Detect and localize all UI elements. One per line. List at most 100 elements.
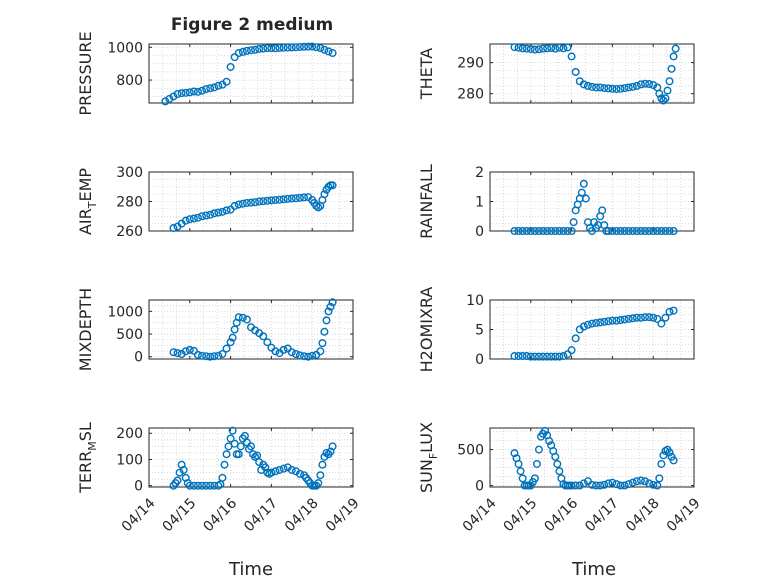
data-point (641, 226, 650, 235)
data-point (604, 226, 613, 235)
data-point (222, 344, 231, 353)
data-point (598, 206, 607, 215)
figure-title: Figure 2 medium (171, 15, 333, 35)
data-point (620, 481, 629, 490)
data-point (596, 318, 605, 327)
data-point (628, 82, 637, 91)
data-point (251, 45, 260, 54)
data-point (616, 481, 625, 490)
data-point (541, 426, 550, 435)
data-point (596, 83, 605, 92)
data-point (567, 52, 576, 61)
data-point (314, 479, 323, 488)
data-point (510, 43, 519, 52)
y-tick-label: 2 (475, 165, 484, 181)
data-point (661, 226, 670, 235)
data-point (198, 351, 207, 360)
data-point (649, 313, 658, 322)
data-point (571, 334, 580, 343)
data-point (312, 43, 321, 52)
y-tick-label: 1 (475, 195, 484, 211)
y-tick-label: 260 (116, 224, 143, 240)
data-point (641, 79, 650, 88)
data-point (514, 226, 523, 235)
x-tick-label: 04/18 (623, 495, 663, 535)
data-point (189, 481, 198, 490)
data-point (222, 77, 231, 86)
y-axis-label: H2OMIXRA (417, 287, 436, 373)
data-point (655, 89, 664, 98)
data-point (636, 476, 645, 485)
data-point (522, 352, 531, 361)
data-point (228, 333, 237, 342)
data-point (579, 80, 588, 89)
y-tick-label: 0 (475, 479, 484, 495)
data-point (514, 352, 523, 361)
data-point (291, 43, 300, 52)
data-point (665, 307, 674, 316)
data-point (636, 80, 645, 89)
data-point (518, 226, 527, 235)
data-point (522, 44, 531, 53)
data-point (218, 473, 227, 482)
data-point (608, 84, 617, 93)
data-point (659, 451, 668, 460)
data-point (649, 226, 658, 235)
data-point (328, 49, 337, 58)
data-point (665, 448, 674, 457)
data-point (185, 88, 194, 97)
data-point (271, 44, 280, 53)
data-point (543, 226, 552, 235)
data-point (526, 352, 535, 361)
data-point (173, 89, 182, 98)
data-point (287, 43, 296, 52)
data-point (632, 477, 641, 486)
data-point (510, 449, 519, 458)
data-point (539, 352, 548, 361)
y-tick-label: 200 (116, 426, 143, 442)
data-point (543, 44, 552, 53)
data-point (259, 197, 268, 206)
data-point (657, 459, 666, 468)
data-point (242, 46, 251, 55)
data-point (328, 181, 337, 190)
data-point (553, 459, 562, 468)
data-point (210, 352, 219, 361)
data-point (636, 226, 645, 235)
data-point (624, 83, 633, 92)
y-tick-label: 0 (134, 479, 143, 495)
y-axis-label: TERRMSL (76, 422, 99, 494)
data-point (198, 86, 207, 95)
data-point (173, 349, 182, 358)
data-point (267, 468, 276, 477)
data-point (551, 226, 560, 235)
x-tick-label: 04/18 (282, 495, 322, 535)
x-tick-label: 04/17 (582, 495, 622, 535)
data-point (563, 226, 572, 235)
data-point (295, 469, 304, 478)
data-point (583, 320, 592, 329)
data-point (534, 226, 543, 235)
data-point (328, 442, 337, 451)
data-point (165, 94, 174, 103)
y-tick-label: 5 (475, 323, 484, 339)
data-point (291, 350, 300, 359)
y-tick-label: 500 (116, 327, 143, 343)
data-point (575, 481, 584, 490)
data-point (555, 467, 564, 476)
data-point (624, 314, 633, 323)
data-point (608, 226, 617, 235)
data-point (604, 479, 613, 488)
y-tick-label: 300 (116, 165, 143, 181)
data-point (551, 452, 560, 461)
data-point (234, 200, 243, 209)
data-point (206, 84, 215, 93)
data-point (308, 42, 317, 51)
data-point (255, 44, 264, 53)
data-point (592, 319, 601, 328)
data-point (275, 43, 284, 52)
x-tick-label: 04/14 (119, 495, 159, 535)
data-point (234, 450, 243, 459)
data-point (291, 194, 300, 203)
data-point (661, 313, 670, 322)
